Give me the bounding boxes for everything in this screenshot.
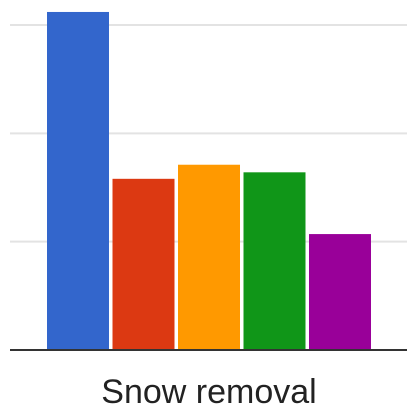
bar: [178, 164, 240, 350]
bar: [47, 11, 109, 351]
bar: [243, 172, 306, 350]
bar: [112, 178, 175, 350]
bar: [309, 234, 371, 350]
x-tick-label: Snow removal: [101, 373, 316, 411]
